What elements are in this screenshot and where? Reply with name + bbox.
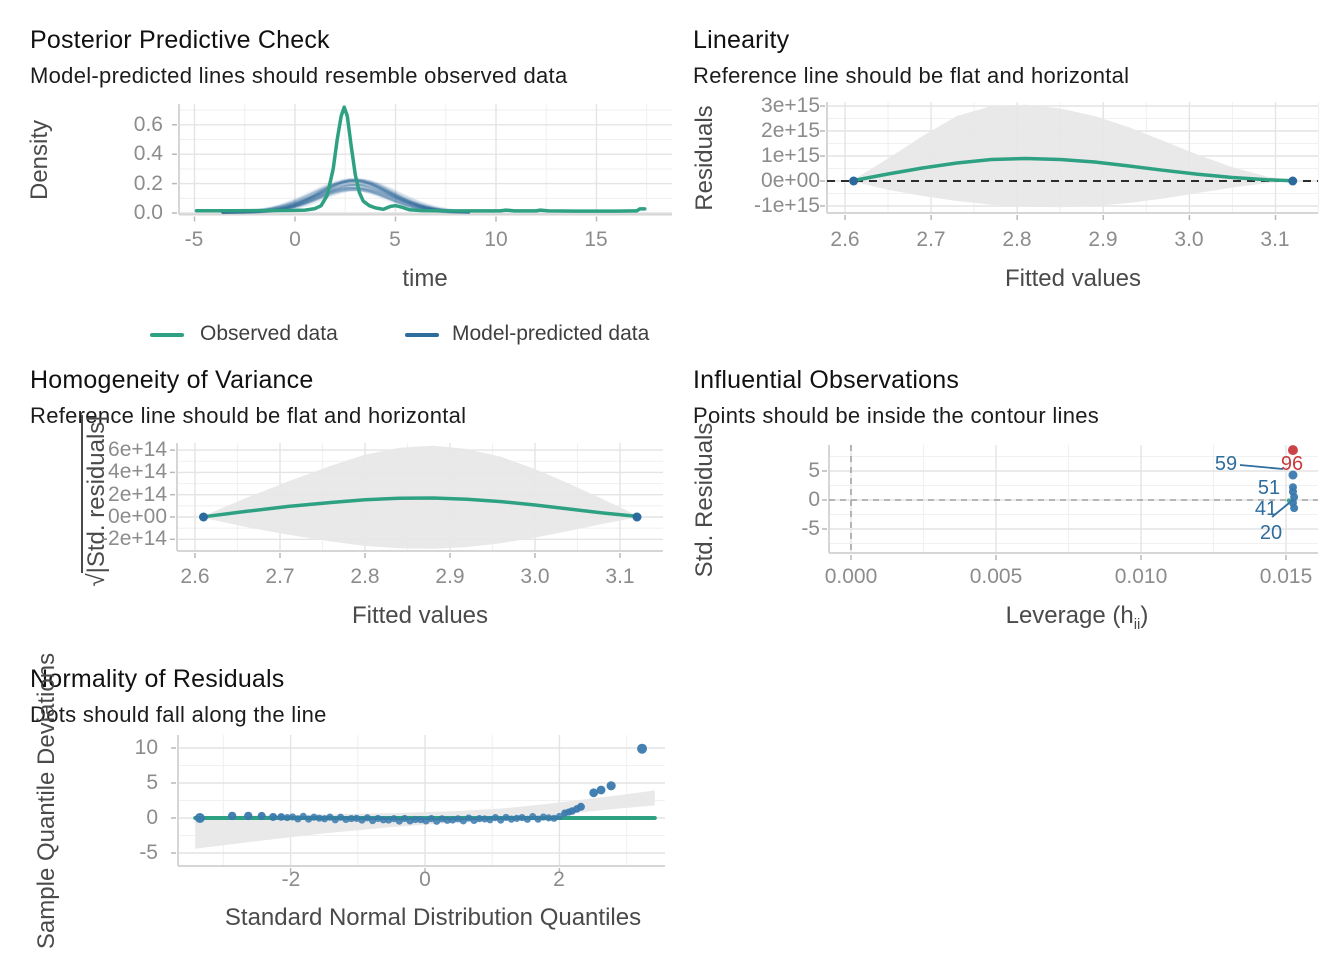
- ppc-title: Posterior Predictive Check: [30, 26, 330, 54]
- homogeneity-subtitle: Reference line should be flat and horizo…: [30, 403, 467, 428]
- ppc-legend: Observed data Model-predicted data: [0, 318, 672, 352]
- legend-label-predicted: Model-predicted data: [452, 322, 650, 345]
- y-tick: 2e+15: [761, 119, 820, 142]
- x-tick: 2.9: [435, 565, 465, 588]
- sqrt-sign: √: [83, 573, 110, 587]
- x-tick: 2.7: [265, 565, 295, 588]
- observed-data-swatch: [150, 333, 184, 337]
- influential-plot-area: [822, 445, 1318, 560]
- normality-plot-area: [171, 735, 665, 873]
- y-tick: 0.6: [133, 113, 163, 136]
- y-tick: 0e+00: [108, 505, 167, 528]
- normality-title: Normality of Residuals: [30, 665, 285, 693]
- influential-subtitle: Points should be inside the contour line…: [693, 403, 1100, 428]
- y-tick: -2e+14: [101, 527, 167, 550]
- x-tick: 3.0: [520, 565, 550, 588]
- homogeneity-x-axis-label: Fitted values: [351, 602, 489, 629]
- x-tick: 2.8: [350, 565, 380, 588]
- y-tick: 4e+14: [108, 460, 167, 483]
- point-label-41: 41: [1254, 498, 1278, 520]
- y-tick: 3e+15: [761, 94, 820, 117]
- x-tick: 3.0: [1174, 228, 1204, 251]
- linearity-title: Linearity: [693, 26, 790, 54]
- y-tick: 0: [808, 488, 820, 511]
- x-tick: 2.6: [830, 228, 860, 251]
- normality-subtitle: Dots should fall along the line: [30, 702, 327, 727]
- x-tick: 2.8: [1002, 228, 1032, 251]
- y-tick: 0: [146, 806, 158, 829]
- homogeneity-title: Homogeneity of Variance: [30, 366, 314, 394]
- point-label-20: 20: [1259, 522, 1283, 544]
- x-tick: 0.010: [1114, 565, 1168, 588]
- x-tick: 0.000: [824, 565, 878, 588]
- legend-label-observed: Observed data: [200, 322, 338, 345]
- ppc-x-axis-label: time: [402, 265, 448, 292]
- x-tick: 3.1: [1260, 228, 1290, 251]
- x-tick: 2.6: [180, 565, 210, 588]
- normality-y-axis-label: Sample Quantile Deviations: [33, 652, 60, 950]
- y-tick: -1e+15: [754, 194, 820, 217]
- x-tick: 0: [419, 868, 431, 891]
- x-tick: -5: [184, 228, 204, 251]
- y-tick: 5: [808, 459, 820, 482]
- y-tick: 5: [146, 771, 158, 794]
- point-label-59: 59: [1214, 453, 1238, 475]
- linearity-x-axis-label: Fitted values: [1004, 265, 1142, 292]
- y-tick: 10: [134, 736, 158, 759]
- x-tick: 10: [484, 228, 508, 251]
- x-tick: 2.7: [916, 228, 946, 251]
- y-tick: 0.4: [133, 142, 163, 165]
- influential-title: Influential Observations: [693, 366, 960, 394]
- point-label-51: 51: [1257, 477, 1281, 499]
- x-tick: 0.015: [1259, 565, 1313, 588]
- linearity-plot-area: [820, 102, 1320, 220]
- x-tick: 2: [553, 868, 565, 891]
- x-tick: 3.1: [605, 565, 635, 588]
- linearity-y-axis-label: Residuals: [691, 105, 718, 211]
- y-tick: 0e+00: [761, 169, 820, 192]
- ppc-subtitle: Model-predicted lines should resemble ob…: [30, 63, 568, 88]
- normality-x-axis-label: Standard Normal Distribution Quantiles: [224, 904, 642, 931]
- x-tick: 2.9: [1088, 228, 1118, 251]
- linearity-subtitle: Reference line should be flat and horizo…: [693, 63, 1130, 88]
- ppc-y-axis-label: Density: [26, 119, 53, 201]
- y-tick: -5: [801, 517, 820, 540]
- y-tick: 0.2: [133, 172, 163, 195]
- y-tick: 1e+15: [761, 144, 820, 167]
- x-tick: 0.005: [969, 565, 1023, 588]
- influential-y-axis-label: Std. Residuals: [691, 422, 718, 578]
- x-tick: -2: [281, 868, 301, 891]
- influential-x-axis-label: Leverage (hii): [1005, 602, 1149, 633]
- x-tick: 5: [389, 228, 401, 251]
- x-tick: 0: [289, 228, 301, 251]
- homogeneity-plot-area: [170, 443, 663, 558]
- y-tick: 0.0: [133, 201, 163, 224]
- y-tick: 2e+14: [108, 483, 167, 506]
- ppc-plot-area: [172, 104, 672, 222]
- y-tick: 6e+14: [108, 438, 167, 461]
- y-tick: -5: [139, 841, 158, 864]
- x-tick: 15: [584, 228, 608, 251]
- point-label-96: 96: [1280, 453, 1304, 475]
- model-predicted-swatch: [405, 333, 439, 337]
